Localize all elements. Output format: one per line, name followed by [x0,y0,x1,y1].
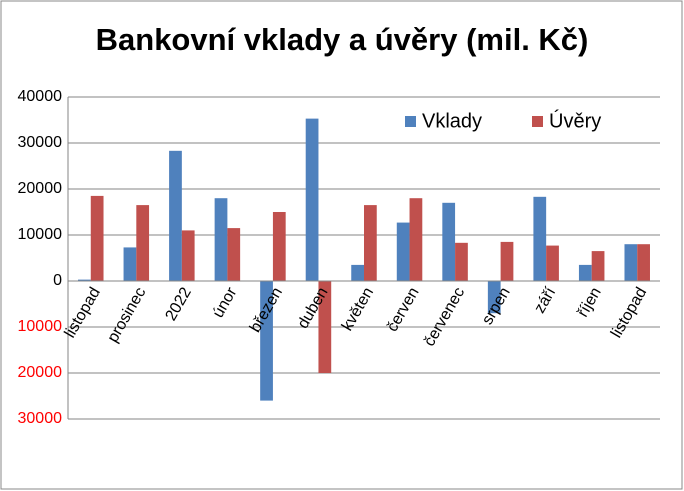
bar [364,205,377,281]
legend-label: Úvěry [549,109,601,132]
legend-swatch [405,116,416,127]
legend-swatch [532,116,543,127]
bar [624,244,638,281]
bar [409,198,423,281]
y-tick-label: 10000 [18,318,63,335]
bar [318,281,332,373]
bar [637,244,650,281]
y-tick-label: 20000 [18,180,63,197]
bar [442,202,456,281]
bar [214,198,228,281]
bar [533,196,547,281]
bar [500,241,514,281]
bar [90,195,104,281]
bar [78,279,91,281]
bar [396,222,410,281]
y-tick-label: 30000 [18,134,63,151]
bar [227,228,241,281]
y-tick-label: 20000 [18,364,63,381]
bar [578,264,592,281]
y-tick-label: 0 [53,272,62,289]
y-tick-label: 30000 [18,410,63,427]
bar [260,281,273,401]
bar [455,242,468,281]
bar [487,281,501,314]
legend-label: Vklady [422,110,482,132]
bar [272,212,286,281]
bar [136,205,150,281]
bar [591,251,605,281]
y-tick-label: 40000 [18,88,63,105]
bar [351,264,364,281]
bar [123,247,137,281]
bar [169,150,182,281]
bar [305,118,319,282]
bar [181,230,195,281]
bar [546,245,559,281]
y-tick-label: 10000 [18,226,63,243]
chart-title: Bankovní vklady a úvěry (mil. Kč) [96,22,589,57]
